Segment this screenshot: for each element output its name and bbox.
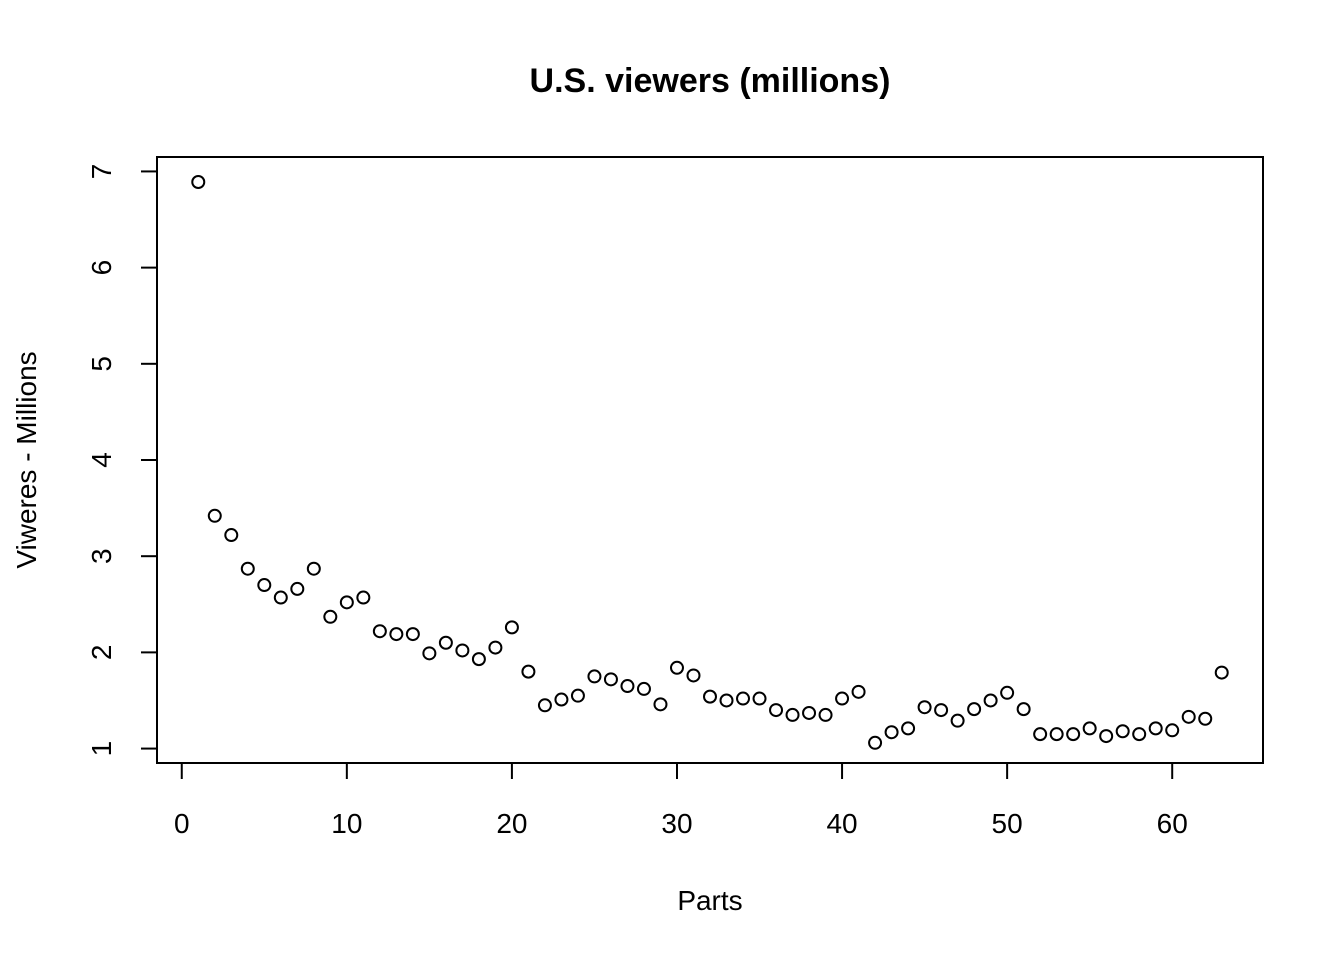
y-axis: 1 2 3 4 5 6 7 <box>86 164 158 757</box>
data-point <box>1115 724 1130 739</box>
data-point <box>620 679 635 694</box>
data-point <box>1082 721 1097 736</box>
data-point <box>835 691 850 706</box>
data-point <box>438 635 453 650</box>
data-point <box>1000 685 1015 700</box>
data-point <box>653 697 668 712</box>
data-point <box>752 691 767 706</box>
y-axis-label: Viweres - Millions <box>11 351 42 568</box>
data-point <box>967 702 982 717</box>
data-point <box>1099 729 1114 744</box>
y-tick-label: 7 <box>86 164 117 180</box>
x-tick-label: 50 <box>992 808 1023 839</box>
y-tick-label: 2 <box>86 645 117 661</box>
data-points <box>191 175 1229 750</box>
data-point <box>240 561 255 576</box>
data-point <box>471 652 486 667</box>
y-tick-label: 4 <box>86 452 117 468</box>
x-tick-label: 30 <box>661 808 692 839</box>
data-point <box>356 590 371 605</box>
data-point <box>802 705 817 720</box>
data-point <box>934 703 949 718</box>
data-point <box>851 684 866 699</box>
data-point <box>983 693 998 708</box>
x-tick-label: 0 <box>174 808 190 839</box>
data-point <box>884 725 899 740</box>
data-point <box>1214 665 1229 680</box>
plot-frame <box>156 156 1264 764</box>
data-point <box>1181 709 1196 724</box>
x-tick-label: 20 <box>496 808 527 839</box>
data-point <box>901 721 916 736</box>
data-point <box>488 640 503 655</box>
data-point <box>504 620 519 635</box>
data-point <box>570 688 585 703</box>
data-point <box>554 692 569 707</box>
data-point <box>521 664 536 679</box>
data-point <box>669 660 684 675</box>
data-point <box>537 698 552 713</box>
y-tick-label: 3 <box>86 548 117 564</box>
data-point <box>1016 702 1031 717</box>
data-point <box>273 590 288 605</box>
data-point <box>389 627 404 642</box>
y-tick-label: 5 <box>86 356 117 372</box>
data-point <box>290 581 305 596</box>
data-point <box>917 700 932 715</box>
data-point <box>224 528 239 543</box>
data-point <box>339 595 354 610</box>
data-point <box>257 578 272 593</box>
data-point <box>191 175 206 190</box>
data-point <box>1033 727 1048 742</box>
data-point <box>636 681 651 696</box>
data-point <box>1049 727 1064 742</box>
x-axis: 0 10 20 30 40 50 60 <box>174 762 1188 839</box>
data-point <box>736 691 751 706</box>
data-point <box>719 693 734 708</box>
data-point <box>818 707 833 722</box>
data-point <box>769 703 784 718</box>
data-point <box>950 713 965 728</box>
data-point <box>372 624 387 639</box>
data-point <box>703 689 717 704</box>
data-point <box>1165 723 1180 738</box>
x-tick-label: 10 <box>331 808 362 839</box>
data-point <box>1066 727 1081 742</box>
data-point <box>1132 727 1147 742</box>
y-tick-label: 1 <box>86 741 117 757</box>
data-point <box>306 561 321 576</box>
data-point <box>868 735 883 750</box>
data-point <box>405 627 420 642</box>
data-point <box>422 646 437 661</box>
data-point <box>686 668 701 683</box>
data-point <box>207 508 222 523</box>
chart-title: U.S. viewers (millions) <box>530 62 891 100</box>
x-axis-label: Parts <box>677 885 742 916</box>
y-tick-label: 6 <box>86 260 117 276</box>
data-point <box>587 669 602 684</box>
data-point <box>603 672 618 687</box>
x-tick-label: 40 <box>826 808 857 839</box>
data-point <box>1148 721 1163 736</box>
data-point <box>1198 711 1213 726</box>
data-point <box>785 707 800 722</box>
x-tick-label: 60 <box>1157 808 1188 839</box>
data-point <box>455 643 470 658</box>
data-point <box>323 609 338 624</box>
